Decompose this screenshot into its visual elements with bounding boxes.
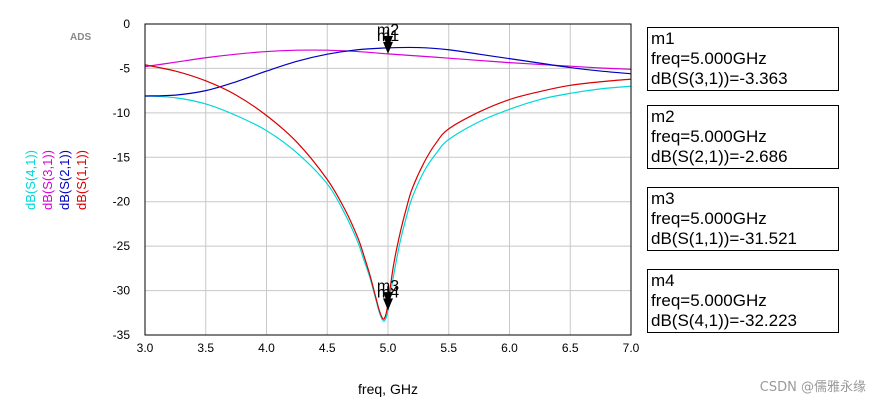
y-tick-labels: 0 -5 -10 -15 -20 -25 -30 -35 xyxy=(113,17,131,342)
marker-name: m3 xyxy=(377,278,399,295)
ads-label: ADS xyxy=(70,32,91,43)
x-tick-label: 7.0 xyxy=(623,341,640,355)
x-tick-labels: 3.0 3.5 4.0 4.5 5.0 5.5 6.0 6.5 7.0 xyxy=(137,341,640,355)
y-tick-label: -15 xyxy=(113,150,131,164)
marker-freq: freq=5.000GHz xyxy=(651,209,767,228)
plot-frame xyxy=(144,23,632,336)
x-tick-label: 5.0 xyxy=(380,341,397,355)
y-tick-label: -25 xyxy=(113,239,131,253)
marker-name: m4 xyxy=(377,284,399,301)
marker-id: m3 xyxy=(651,189,675,208)
y-tick-label: -5 xyxy=(119,61,130,75)
x-axis-label: freq, GHz xyxy=(358,381,418,397)
x-tick-label: 5.5 xyxy=(440,341,457,355)
marker-id: m1 xyxy=(651,29,675,48)
y-tick-label: -10 xyxy=(113,106,131,120)
marker-arrow xyxy=(383,41,393,54)
marker-id: m2 xyxy=(651,107,675,126)
marker-freq: freq=5.000GHz xyxy=(651,291,767,310)
y-tick-label: 0 xyxy=(123,17,130,31)
marker-id: m4 xyxy=(651,271,675,290)
marker-value: dB(S(2,1))=-2.686 xyxy=(651,147,788,166)
series-line xyxy=(145,64,631,320)
y-tick-label: -30 xyxy=(113,284,131,298)
series-label: dB(S(2,1)) xyxy=(57,150,72,210)
marker-arrow xyxy=(383,35,393,48)
y-axis-labels: dB(S(4,1)) dB(S(3,1)) dB(S(2,1)) dB(S(1,1)) xyxy=(23,150,89,210)
x-tick-label: 4.5 xyxy=(319,341,336,355)
marker-box-m1: m1 freq=5.000GHz dB(S(3,1))=-3.363 xyxy=(647,27,839,91)
marker-value: dB(S(3,1))=-3.363 xyxy=(651,69,788,88)
series-label: dB(S(3,1)) xyxy=(40,150,55,210)
marker-freq: freq=5.000GHz xyxy=(651,49,767,68)
series-line xyxy=(145,85,631,322)
x-tick-label: 3.0 xyxy=(137,341,154,355)
marker-arrow xyxy=(383,298,393,311)
marker-box-m2: m2 freq=5.000GHz dB(S(2,1))=-2.686 xyxy=(647,105,839,169)
marker-freq: freq=5.000GHz xyxy=(651,127,767,146)
watermark: CSDN @儒雅永缘 xyxy=(759,380,866,395)
y-tick-label: -35 xyxy=(113,328,131,342)
x-tick-label: 3.5 xyxy=(197,341,214,355)
x-tick-label: 6.0 xyxy=(501,341,518,355)
marker-name: m2 xyxy=(377,22,399,39)
marker-box-m4: m4 freq=5.000GHz dB(S(4,1))=-32.223 xyxy=(647,269,839,333)
marker-value: dB(S(4,1))=-32.223 xyxy=(651,311,797,330)
x-tick-label: 4.0 xyxy=(258,341,275,355)
x-tick-label: 6.5 xyxy=(562,341,579,355)
y-tick-label: -20 xyxy=(113,195,131,209)
marker-box-m3: m3 freq=5.000GHz dB(S(1,1))=-31.521 xyxy=(647,187,839,251)
marker-value: dB(S(1,1))=-31.521 xyxy=(651,229,797,248)
marker-symbols: m1m2m3m4 xyxy=(377,22,399,311)
series-label: dB(S(4,1)) xyxy=(23,150,38,210)
series-label: dB(S(1,1)) xyxy=(74,150,89,210)
